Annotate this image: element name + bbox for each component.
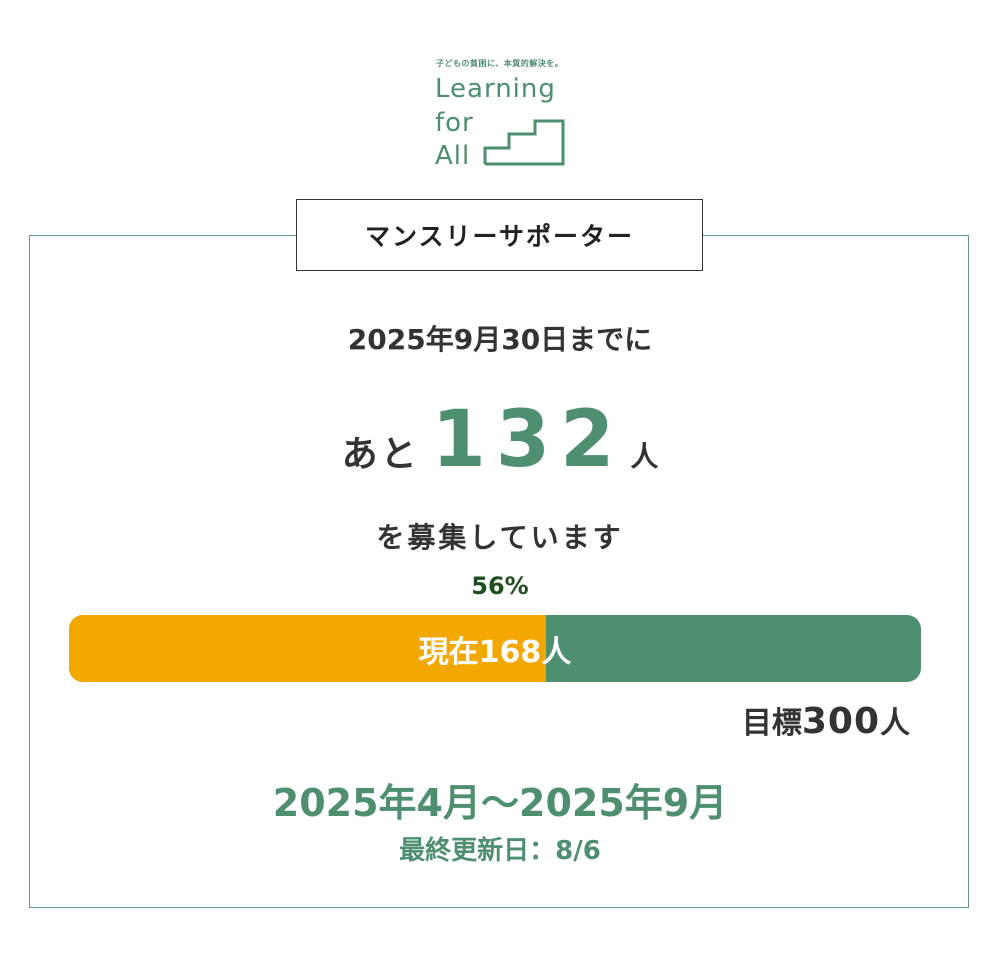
current-count-label: 現在168人 bbox=[418, 634, 572, 670]
remaining-unit: 人 bbox=[630, 440, 659, 473]
deadline-text: 2025年9月30日までに bbox=[347, 323, 653, 356]
campaign-period: 2025年4月〜2025年9月 bbox=[272, 781, 728, 825]
logo-tagline: 子どもの貧困に、本質的解決を。 bbox=[436, 59, 564, 68]
progress-bar: 現在168人 bbox=[69, 615, 921, 682]
last-updated: 最終更新日：8/6 bbox=[399, 836, 601, 866]
stairs-icon bbox=[483, 119, 565, 166]
goal-text: 目標300人 bbox=[742, 698, 910, 742]
logo-word-for: for bbox=[435, 108, 474, 138]
goal-prefix: 目標 bbox=[741, 706, 802, 741]
recruiting-text: を募集しています bbox=[376, 521, 624, 554]
goal-count: 300 bbox=[801, 701, 880, 742]
goal-unit: 人 bbox=[880, 706, 910, 741]
remaining-count: 132 bbox=[431, 395, 625, 485]
progress-percent: 56% bbox=[471, 572, 529, 600]
logo-word-all: All bbox=[435, 141, 471, 171]
remaining-prefix: あと bbox=[341, 434, 420, 475]
panel-title: マンスリーサポーター bbox=[296, 199, 703, 271]
progress-fill bbox=[69, 615, 547, 682]
logo-word-learning: Learning bbox=[435, 74, 556, 104]
learning-for-all-logo: 子どもの貧困に、本質的解決を。 Learning for All bbox=[433, 58, 573, 171]
remaining-count-line: あと 132 人 bbox=[0, 395, 1000, 485]
